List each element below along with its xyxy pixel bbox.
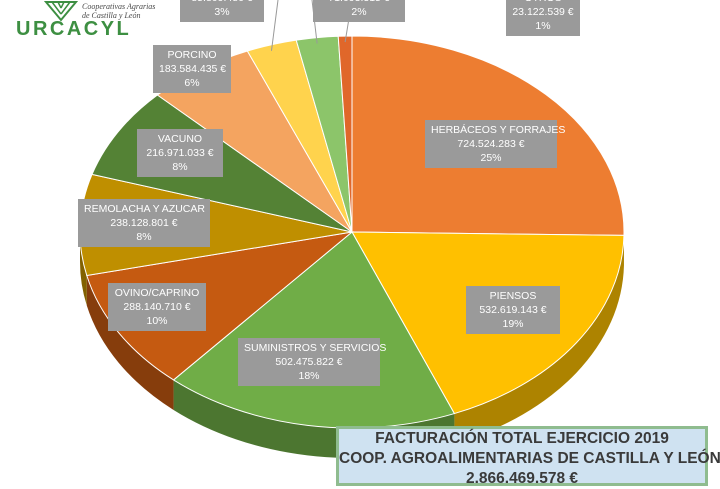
slice-category: HERBÁCEOS Y FORRAJES: [431, 123, 551, 137]
slice-value: 724.524.283 €: [431, 137, 551, 151]
slice-category: PIENSOS: [472, 289, 554, 303]
slice-label-9: OTROS23.122.539 €1%: [506, 0, 580, 36]
slice-percent: 19%: [472, 317, 554, 331]
slice-value: 183.584.435 €: [159, 62, 225, 76]
slice-category: SUMINISTROS Y SERVICIOS: [244, 341, 374, 355]
slice-value: 532.619.143 €: [472, 303, 554, 317]
slice-percent: 25%: [431, 151, 551, 165]
summary-total: 2.866.469.578 €: [339, 469, 705, 489]
total-summary-box: FACTURACIÓN TOTAL EJERCICIO 2019 COOP. A…: [336, 426, 708, 486]
slice-percent: 6%: [159, 76, 225, 90]
slice-percent: 1%: [512, 19, 574, 33]
slice-percent: 2%: [319, 5, 399, 19]
slice-percent: 8%: [143, 160, 217, 174]
slice-percent: 3%: [186, 5, 258, 19]
slice-label-7: 85.809.486 €3%: [180, 0, 264, 22]
slice-value: 238.128.801 €: [84, 216, 204, 230]
slice-percent: 10%: [114, 314, 200, 328]
slice-percent: 18%: [244, 369, 374, 383]
summary-organization: COOP. AGROALIMENTARIAS DE CASTILLA Y LEÓ…: [339, 449, 705, 469]
slice-label-8: 71.093.315 €2%: [313, 0, 405, 22]
slice-value: 23.122.539 €: [512, 5, 574, 19]
slice-value: 502.475.822 €: [244, 355, 374, 369]
slice-category: REMOLACHA Y AZUCAR: [84, 202, 204, 216]
summary-title: FACTURACIÓN TOTAL EJERCICIO 2019: [339, 429, 705, 449]
slice-category: PORCINO: [159, 48, 225, 62]
slice-value: 216.971.033 €: [143, 146, 217, 160]
slice-category: VACUNO: [143, 132, 217, 146]
slice-category: OVINO/CAPRINO: [114, 286, 200, 300]
slice-value: 288.140.710 €: [114, 300, 200, 314]
slice-percent: 8%: [84, 230, 204, 244]
